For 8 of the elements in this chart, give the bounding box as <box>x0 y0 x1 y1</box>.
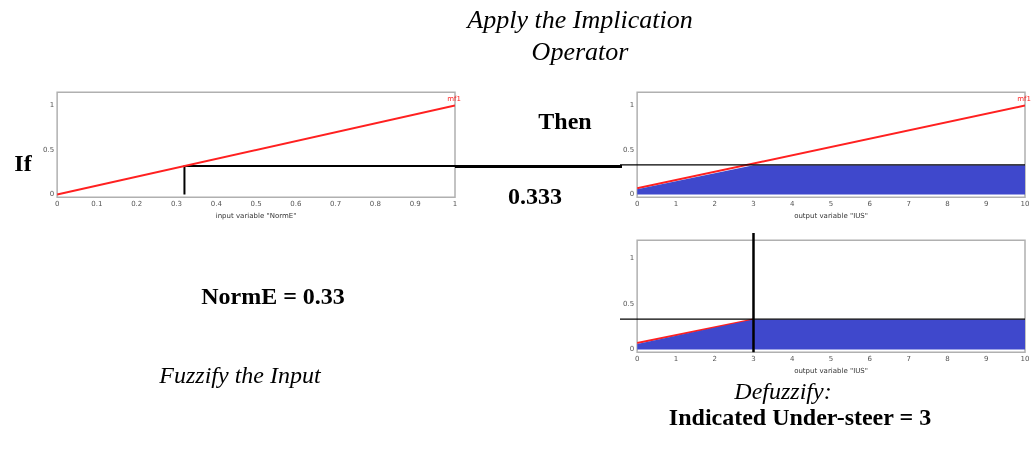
text: NormE = 0.33 <box>201 283 345 310</box>
text: If <box>14 150 32 177</box>
text: Then <box>538 108 592 135</box>
text: Indicated Under-steer = 3 <box>668 404 932 431</box>
text: Fuzzify the Input <box>159 362 321 389</box>
text: Defuzzify: <box>734 378 832 405</box>
chart-title: Apply the Implication Operator <box>465 4 694 68</box>
text: 0.333 <box>508 183 562 210</box>
